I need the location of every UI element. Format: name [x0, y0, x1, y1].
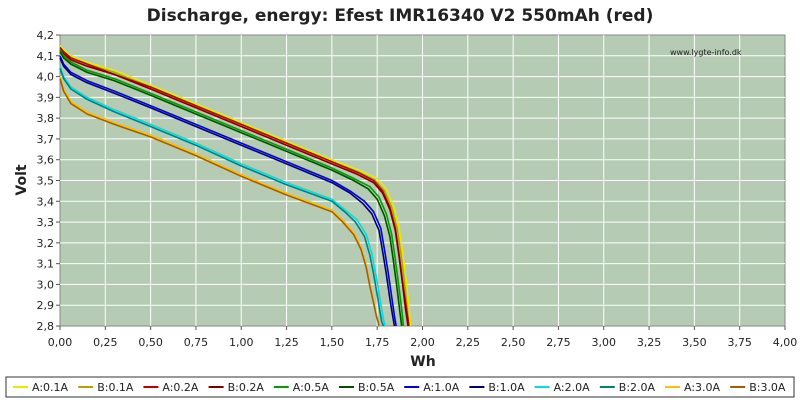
x-axis-label: Wh: [410, 354, 435, 370]
x-tick-label: 0,75: [184, 336, 209, 349]
legend-label: A:3.0A: [684, 381, 721, 394]
legend-label: B:0.1A: [97, 381, 134, 394]
y-tick-label: 3,8: [37, 112, 55, 125]
x-tick-label: 1,75: [365, 336, 390, 349]
x-tick-label: 3,75: [727, 336, 752, 349]
series-line-a-0-5a: [59, 49, 405, 327]
legend-label: B:0.2A: [228, 381, 265, 394]
legend-label: A:2.0A: [554, 381, 591, 394]
series-line-a-0-1a: [59, 44, 412, 327]
series-line-a-2-0a: [59, 65, 387, 327]
x-tick-label: 1,00: [229, 336, 254, 349]
y-tick-label: 4,0: [37, 71, 55, 84]
y-axis-ticks: 2,8 2,9 3,0 3,1 3,2 3,3 3,4 3,5 3,6 3,7 3,8 3,9 4,0 4…: [37, 29, 60, 333]
grid-lines: [60, 35, 785, 326]
legend-label: A:1.0A: [423, 381, 460, 394]
series-line-b-3-0a: [59, 78, 380, 327]
y-tick-label: 3,6: [37, 154, 55, 167]
legend-label: A:0.1A: [32, 381, 69, 394]
legend-label: B:3.0A: [749, 381, 786, 394]
series-line-b-0-2a: [59, 49, 409, 327]
x-tick-label: 2,75: [546, 336, 571, 349]
y-tick-label: 3,9: [37, 91, 55, 104]
x-tick-label: 0,25: [93, 336, 118, 349]
y-axis-label: Volt: [14, 164, 30, 195]
y-tick-label: 3,7: [37, 133, 55, 146]
x-tick-label: 3,00: [592, 336, 617, 349]
y-tick-label: 3,4: [37, 195, 55, 208]
x-axis-ticks: 0,00 0,25 0,50 0,75 1,00 1,25 1,50 1,75 2,00 2,25…: [48, 326, 798, 349]
series-line-b-1-0a: [59, 57, 396, 327]
legend: A:0.1A B:0.1A A:0.2A B:0.2A A:0.5A B:0.5A A:1.…: [13, 381, 786, 394]
chart-title: Discharge, energy: Efest IMR16340 V2 550…: [147, 6, 654, 26]
x-tick-label: 0,00: [48, 336, 73, 349]
x-tick-label: 2,50: [501, 336, 526, 349]
x-tick-label: 3,25: [637, 336, 662, 349]
y-tick-label: 3,2: [37, 237, 55, 250]
y-tick-label: 3,3: [37, 216, 55, 229]
x-tick-label: 1,50: [320, 336, 345, 349]
legend-label: B:1.0A: [488, 381, 525, 394]
x-tick-label: 4,00: [773, 336, 798, 349]
x-tick-label: 1,25: [274, 336, 299, 349]
series-line-b-2-0a: [59, 68, 385, 327]
x-tick-label: 2,25: [456, 336, 481, 349]
y-tick-label: 2,9: [37, 299, 55, 312]
y-tick-label: 3,1: [37, 258, 55, 271]
y-tick-label: 2,8: [37, 320, 55, 333]
legend-label: B:0.5A: [358, 381, 395, 394]
y-tick-label: 3,0: [37, 278, 55, 291]
y-tick-label: 3,5: [37, 175, 55, 188]
y-tick-label: 4,2: [37, 29, 55, 42]
legend-label: A:0.2A: [162, 381, 199, 394]
series-line-b-0-5a: [59, 51, 403, 327]
x-tick-label: 3,50: [682, 336, 707, 349]
watermark: www.lygte-info.dk: [670, 48, 742, 57]
x-tick-label: 0,50: [138, 336, 163, 349]
y-tick-label: 4,1: [37, 50, 55, 63]
x-tick-label: 2,00: [410, 336, 435, 349]
legend-label: A:0.5A: [293, 381, 330, 394]
legend-box: [5, 376, 795, 398]
series-line-a-1-0a: [59, 55, 397, 327]
legend-label: B:2.0A: [619, 381, 656, 394]
series-lines: [59, 44, 412, 327]
